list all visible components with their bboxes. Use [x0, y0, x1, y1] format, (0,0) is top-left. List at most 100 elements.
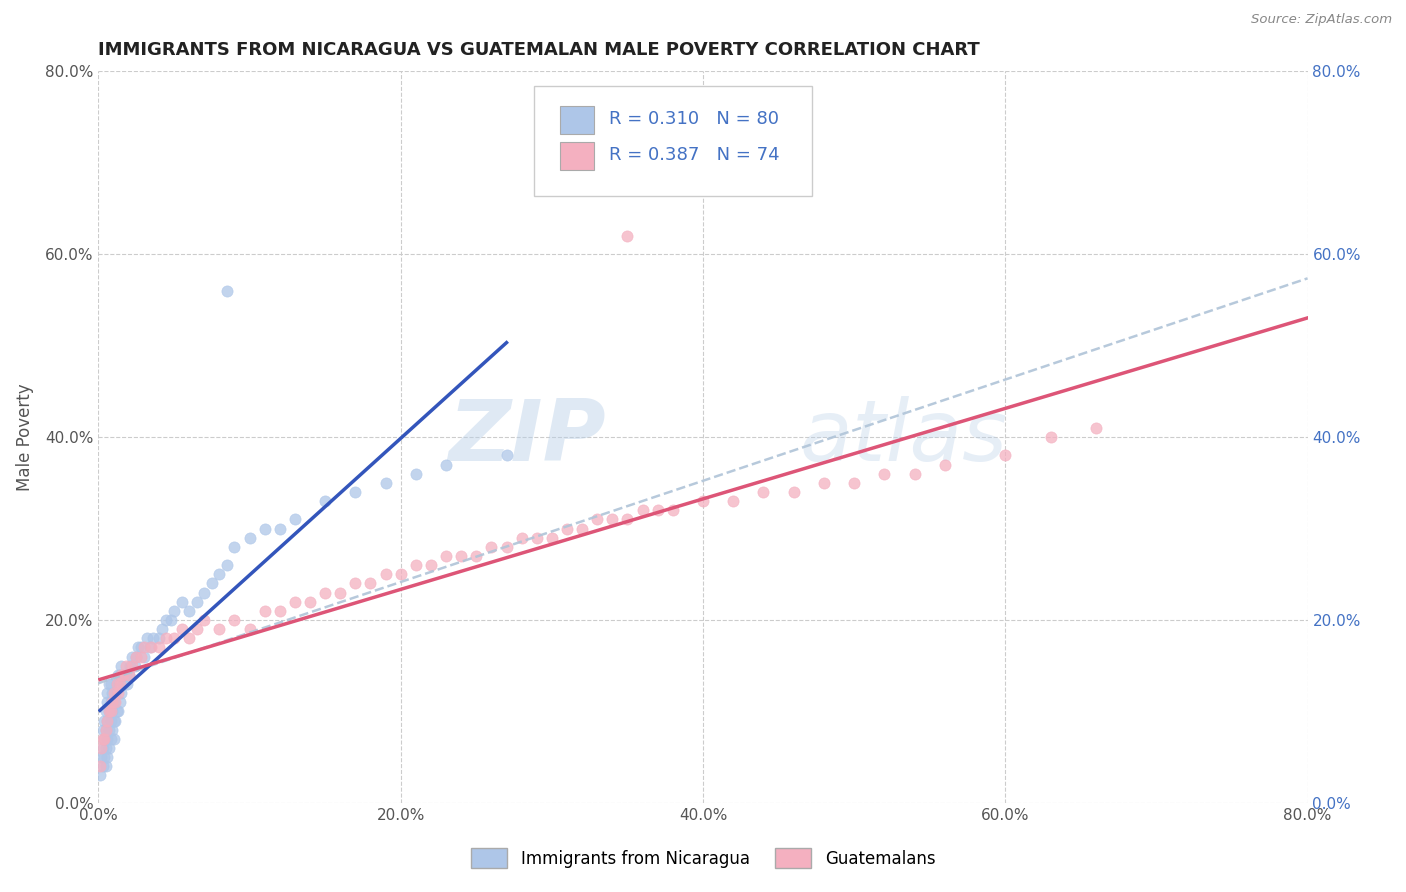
Point — [1085, 421, 1108, 435]
Point — [148, 632, 170, 646]
Point — [314, 585, 336, 599]
Point — [129, 640, 152, 655]
Point — [495, 448, 517, 462]
Point — [100, 677, 122, 691]
Point — [495, 540, 517, 554]
Point — [101, 705, 124, 719]
Point — [90, 750, 112, 764]
Point — [96, 714, 118, 728]
Point — [103, 714, 125, 728]
Point — [405, 558, 427, 573]
Point — [98, 705, 121, 719]
Point — [103, 695, 125, 709]
Point — [314, 494, 336, 508]
Y-axis label: Male Poverty: Male Poverty — [15, 384, 34, 491]
Point — [94, 740, 117, 755]
Point — [647, 503, 669, 517]
Point — [215, 558, 238, 573]
Point — [101, 723, 124, 737]
Point — [253, 521, 276, 535]
Point — [127, 640, 149, 655]
Text: IMMIGRANTS FROM NICARAGUA VS GUATEMALAN MALE POVERTY CORRELATION CHART: IMMIGRANTS FROM NICARAGUA VS GUATEMALAN … — [98, 41, 980, 59]
Point — [389, 567, 412, 582]
Point — [450, 549, 472, 563]
Point — [329, 585, 352, 599]
Point — [110, 658, 132, 673]
Point — [104, 714, 127, 728]
Point — [873, 467, 896, 481]
Point — [420, 558, 443, 573]
Point — [374, 475, 396, 490]
Point — [224, 540, 246, 554]
Text: R = 0.387   N = 74: R = 0.387 N = 74 — [609, 146, 779, 164]
Point — [98, 677, 121, 691]
Point — [139, 640, 162, 655]
Point — [253, 604, 276, 618]
Point — [405, 467, 427, 481]
FancyBboxPatch shape — [561, 106, 595, 134]
Point — [616, 512, 638, 526]
Point — [104, 686, 127, 700]
Point — [118, 667, 141, 681]
Point — [224, 613, 246, 627]
Point — [284, 512, 307, 526]
Point — [111, 677, 134, 691]
Point — [96, 695, 118, 709]
Point — [299, 594, 322, 608]
Point — [215, 284, 238, 298]
Point — [193, 585, 215, 599]
Point — [616, 229, 638, 244]
Point — [170, 622, 193, 636]
Point — [239, 622, 262, 636]
Point — [115, 677, 138, 691]
Point — [124, 658, 146, 673]
Point — [269, 521, 291, 535]
Point — [813, 475, 835, 490]
Point — [163, 632, 186, 646]
Point — [110, 667, 132, 681]
Point — [104, 695, 127, 709]
Point — [374, 567, 396, 582]
Point — [179, 604, 201, 618]
Point — [91, 723, 114, 737]
Point — [142, 632, 165, 646]
Point — [96, 714, 118, 728]
Point — [132, 640, 155, 655]
FancyBboxPatch shape — [561, 143, 595, 170]
Point — [631, 503, 654, 517]
Point — [148, 640, 170, 655]
Point — [96, 686, 118, 700]
Text: atlas: atlas — [800, 395, 1008, 479]
FancyBboxPatch shape — [534, 86, 811, 195]
Point — [89, 768, 111, 782]
Point — [94, 705, 117, 719]
Point — [783, 485, 806, 500]
Point — [135, 632, 157, 646]
Point — [186, 594, 208, 608]
Point — [555, 521, 578, 535]
Point — [526, 531, 548, 545]
Point — [105, 677, 128, 691]
Point — [100, 695, 122, 709]
Point — [114, 667, 136, 681]
Point — [155, 613, 177, 627]
Point — [360, 576, 382, 591]
Point — [434, 549, 457, 563]
Point — [723, 494, 745, 508]
Point — [155, 632, 177, 646]
Point — [208, 622, 231, 636]
Point — [101, 695, 124, 709]
Point — [94, 759, 117, 773]
Point — [93, 750, 115, 764]
Point — [110, 686, 132, 700]
Point — [118, 667, 141, 681]
Point — [692, 494, 714, 508]
Point — [91, 740, 114, 755]
Point — [284, 594, 307, 608]
Point — [93, 731, 115, 746]
Point — [934, 458, 956, 472]
Point — [193, 613, 215, 627]
Point — [201, 576, 224, 591]
Point — [121, 649, 143, 664]
Point — [93, 731, 115, 746]
